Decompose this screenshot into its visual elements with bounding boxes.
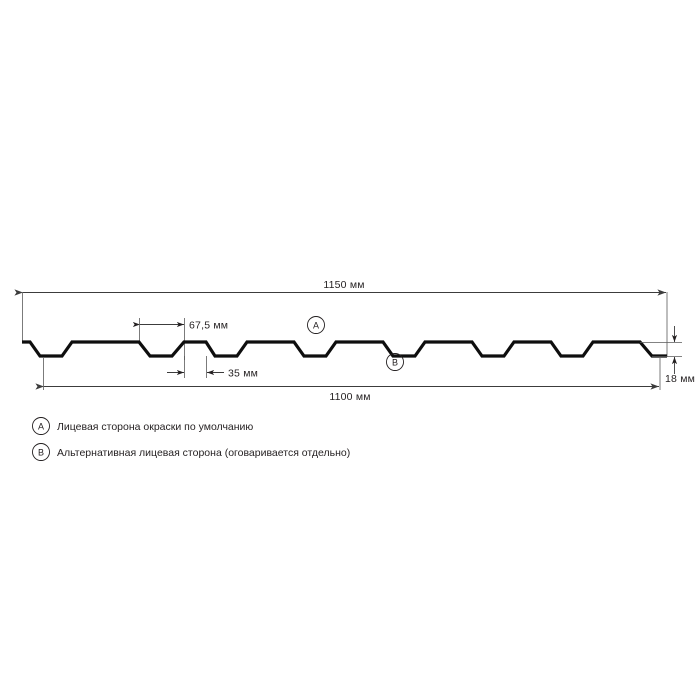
legend-a-circle — [32, 417, 50, 435]
dim-label-trough-width: 35 мм — [228, 368, 258, 380]
dim-label-crest-width: 67,5 мм — [189, 320, 228, 332]
legend-a-text: Лицевая сторона окраски по умолчанию — [57, 421, 253, 433]
callout-b[interactable]: B — [386, 353, 404, 371]
dim-label-working-width: 1100 мм — [329, 391, 370, 403]
legend-a-marker: A — [38, 421, 44, 431]
legend: A Лицевая сторона окраски по умолчанию B… — [32, 417, 351, 461]
legend-item-a[interactable]: A Лицевая сторона окраски по умолчанию — [32, 417, 254, 435]
dim-label-overall-width: 1150 мм — [323, 279, 364, 291]
legend-b-circle — [32, 443, 50, 461]
callout-b-circle — [386, 353, 404, 371]
dim-label-profile-height: 18 мм — [665, 373, 695, 385]
dimension-overall-width: 1150 мм — [14, 279, 668, 357]
legend-b-marker: B — [38, 447, 44, 457]
legend-b-text: Альтернативная лицевая сторона (оговарив… — [57, 447, 350, 459]
dimension-crest-width: 67,5 мм — [132, 318, 228, 360]
dimension-trough-width: 35 мм — [167, 356, 258, 380]
sheet-profile-path — [22, 340, 667, 358]
callout-b-label: B — [392, 357, 398, 367]
dimension-working-width: 1100 мм — [35, 358, 661, 403]
callout-a-circle — [307, 316, 325, 334]
legend-item-b[interactable]: B Альтернативная лицевая сторона (оговар… — [32, 443, 351, 461]
callout-a[interactable]: A — [307, 316, 325, 334]
dimension-profile-height: 18 мм — [640, 326, 695, 385]
callout-a-label: A — [313, 320, 319, 330]
